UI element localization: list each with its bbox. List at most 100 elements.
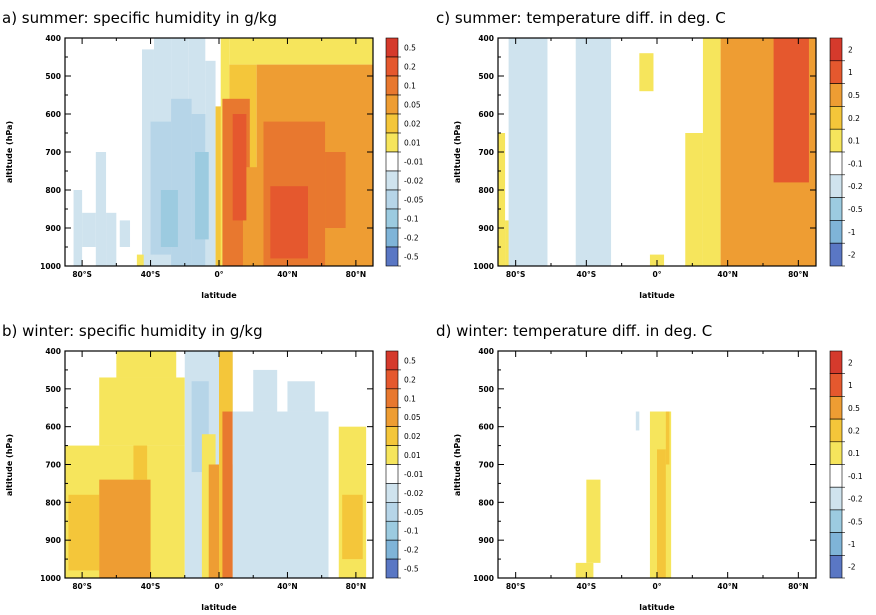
heat-cell (73, 190, 83, 266)
heat-cell (773, 38, 809, 183)
x-tick-label: 80°N (346, 270, 366, 279)
colorbar-swatch (385, 227, 399, 248)
x-tick-label: 80°S (72, 270, 92, 279)
panel-b-ylabel: altitude (hPa) (5, 434, 14, 496)
panel-d-colorbar: 2 1 0.5 0.2 0.1 -0.1 -0.2 -0.5 -1 -2 (829, 350, 863, 579)
x-tick-label: 0° (653, 270, 662, 279)
colorbar-swatch (385, 132, 399, 153)
colorbar-label: 2 (848, 45, 853, 54)
colorbar-label: -0.05 (404, 508, 424, 517)
y-tick-label: 700 (478, 148, 494, 157)
panel-d-ylabel: altitude (hPa) (453, 434, 462, 496)
heat-cell (253, 369, 278, 412)
heat-cell (242, 167, 264, 266)
y-tick-label: 500 (45, 72, 61, 81)
colorbar-label: 0.1 (848, 137, 860, 146)
colorbar-label: -0.2 (848, 495, 863, 504)
colorbar-label: -0.5 (848, 205, 863, 214)
y-tick-label: 500 (478, 72, 494, 81)
y-tick-label: 1000 (473, 574, 494, 583)
colorbar-label: 0.5 (404, 356, 416, 365)
colorbar-swatch (385, 56, 399, 77)
x-tick-label: 80°S (72, 582, 92, 591)
colorbar-swatch (385, 246, 399, 267)
y-tick-label: 600 (478, 110, 494, 119)
colorbar-swatch (829, 197, 843, 221)
y-tick-label: 500 (478, 385, 494, 394)
colorbar-label: -0.02 (404, 489, 424, 498)
colorbar-swatch (385, 426, 399, 446)
heat-cell (325, 152, 346, 228)
colorbar-label: -0.02 (404, 177, 424, 186)
panel-a-colorbar: 0.5 0.2 0.1 0.05 0.02 0.01 -0.01 -0.02 -0.05 -0.1… (385, 37, 424, 267)
heat-cell (142, 49, 154, 267)
panel-c-title: c) summer: temperature diff. in deg. C (436, 9, 726, 27)
y-tick-label: 1000 (40, 262, 61, 271)
colorbar-label: -0.05 (404, 196, 424, 205)
y-tick-label: 1000 (473, 262, 494, 271)
panel-a-ylabel: altitude (hPa) (5, 121, 14, 183)
colorbar-label: -0.01 (404, 470, 424, 479)
y-tick-label: 1000 (40, 574, 61, 583)
y-tick-label: 700 (45, 461, 61, 470)
panel-d-axes: 80°S 40°S 0° 40°N 80°N 400 500 600 700 800 900 1000 (473, 347, 816, 591)
x-tick-label: 40°N (277, 582, 297, 591)
heat-cell (222, 411, 233, 578)
colorbar-swatch (385, 37, 399, 58)
x-tick-label: 80°N (788, 582, 808, 591)
y-tick-label: 900 (45, 224, 61, 233)
colorbar-swatch (829, 151, 843, 176)
heat-cell (205, 60, 216, 266)
x-tick-label: 40°N (717, 582, 737, 591)
panel-a-title: a) summer: specific humidity in g/kg (2, 9, 277, 27)
heat-cell (639, 53, 654, 92)
y-tick-label: 900 (45, 536, 61, 545)
heat-cell (99, 377, 185, 446)
heat-cell (99, 479, 151, 578)
colorbar-label: -0.01 (404, 158, 424, 167)
colorbar-swatch (829, 486, 843, 511)
x-tick-label: 0° (215, 270, 224, 279)
y-tick-label: 500 (45, 385, 61, 394)
x-tick-label: 80°N (788, 270, 808, 279)
colorbar-label: 0.05 (404, 413, 421, 422)
x-tick-label: 40°S (577, 270, 597, 279)
y-tick-label: 700 (45, 148, 61, 157)
colorbar-swatch (829, 554, 843, 579)
colorbar-swatch (385, 113, 399, 134)
panel-b-xlabel: latitude (201, 603, 237, 612)
heat-cell (575, 38, 612, 266)
colorbar-label: -2 (848, 563, 856, 572)
x-tick-label: 80°N (346, 582, 366, 591)
colorbar-label: 0.5 (404, 44, 416, 53)
colorbar-swatch (829, 441, 843, 465)
heat-cell (136, 254, 144, 266)
colorbar-label: -0.2 (848, 182, 863, 191)
heat-cell (575, 562, 594, 578)
colorbar-label: 0.5 (848, 91, 860, 100)
y-tick-label: 800 (478, 186, 494, 195)
colorbar-label: 0.01 (404, 451, 421, 460)
heat-cell (229, 38, 373, 65)
colorbar-swatch (385, 170, 399, 191)
colorbar-label: 2 (848, 358, 853, 367)
heat-cell (635, 411, 640, 431)
heat-cell (342, 494, 363, 560)
panel-d-winter-temperature: d) winter: temperature diff. in deg. C 8… (436, 322, 863, 612)
colorbar-swatch (829, 532, 843, 556)
colorbar-label: 1 (848, 68, 853, 77)
heat-cell (232, 411, 329, 578)
heat-cell (119, 220, 131, 247)
panel-c-xlabel: latitude (639, 291, 675, 300)
heat-cell (82, 212, 96, 247)
colorbar-swatch (385, 369, 399, 390)
panel-b-winter-humidity: b) winter: specific humidity in g/kg 80°… (2, 322, 424, 612)
colorbar-label: 0.05 (404, 101, 421, 110)
panel-c-ylabel: altitude (hPa) (453, 121, 462, 183)
colorbar-label: -0.1 (848, 472, 863, 481)
colorbar-swatch (829, 350, 843, 375)
colorbar-swatch (385, 539, 399, 560)
panel-a-axes: 80°S 40°S 0° 40°N 80°N 400 500 600 700 800 900 1000 (40, 34, 373, 279)
colorbar-swatch (385, 407, 399, 427)
